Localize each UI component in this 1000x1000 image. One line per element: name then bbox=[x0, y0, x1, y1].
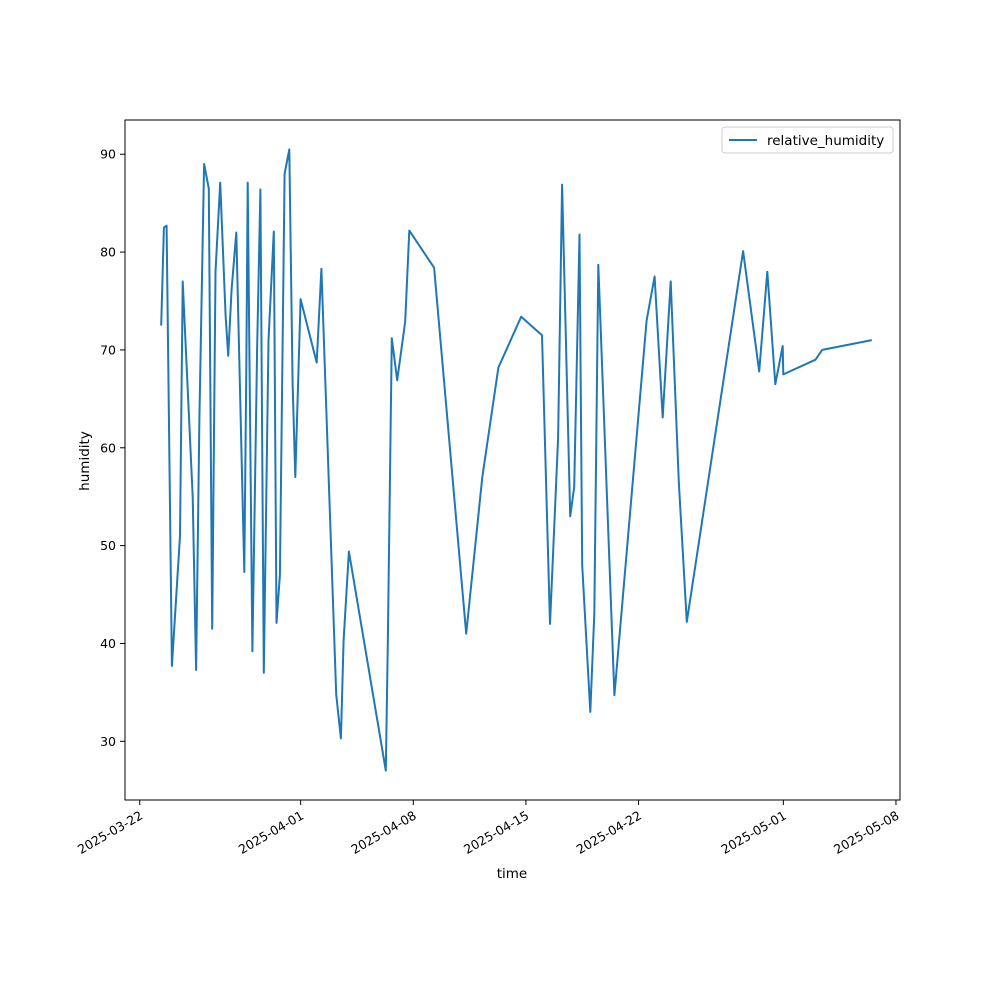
plot-frame bbox=[124, 119, 901, 801]
series-line-relative-humidity bbox=[160, 148, 872, 772]
y-tick-label: 80 bbox=[100, 245, 116, 260]
y-axis: 30 40 50 60 70 80 90 bbox=[100, 147, 125, 749]
plot-area bbox=[160, 148, 872, 772]
y-tick-label: 30 bbox=[100, 734, 116, 749]
legend-entry-relative-humidity: relative_humidity bbox=[767, 133, 884, 149]
y-tick-label: 90 bbox=[100, 147, 116, 162]
legend: relative_humidity bbox=[721, 126, 894, 154]
x-axis-label: time bbox=[497, 866, 528, 882]
y-tick-label: 60 bbox=[100, 440, 116, 455]
y-tick-label: 70 bbox=[100, 342, 116, 357]
y-tick-label: 50 bbox=[100, 538, 116, 553]
legend-box bbox=[721, 126, 894, 154]
y-axis-label: humidity bbox=[77, 431, 93, 491]
y-tick-label: 40 bbox=[100, 636, 116, 651]
